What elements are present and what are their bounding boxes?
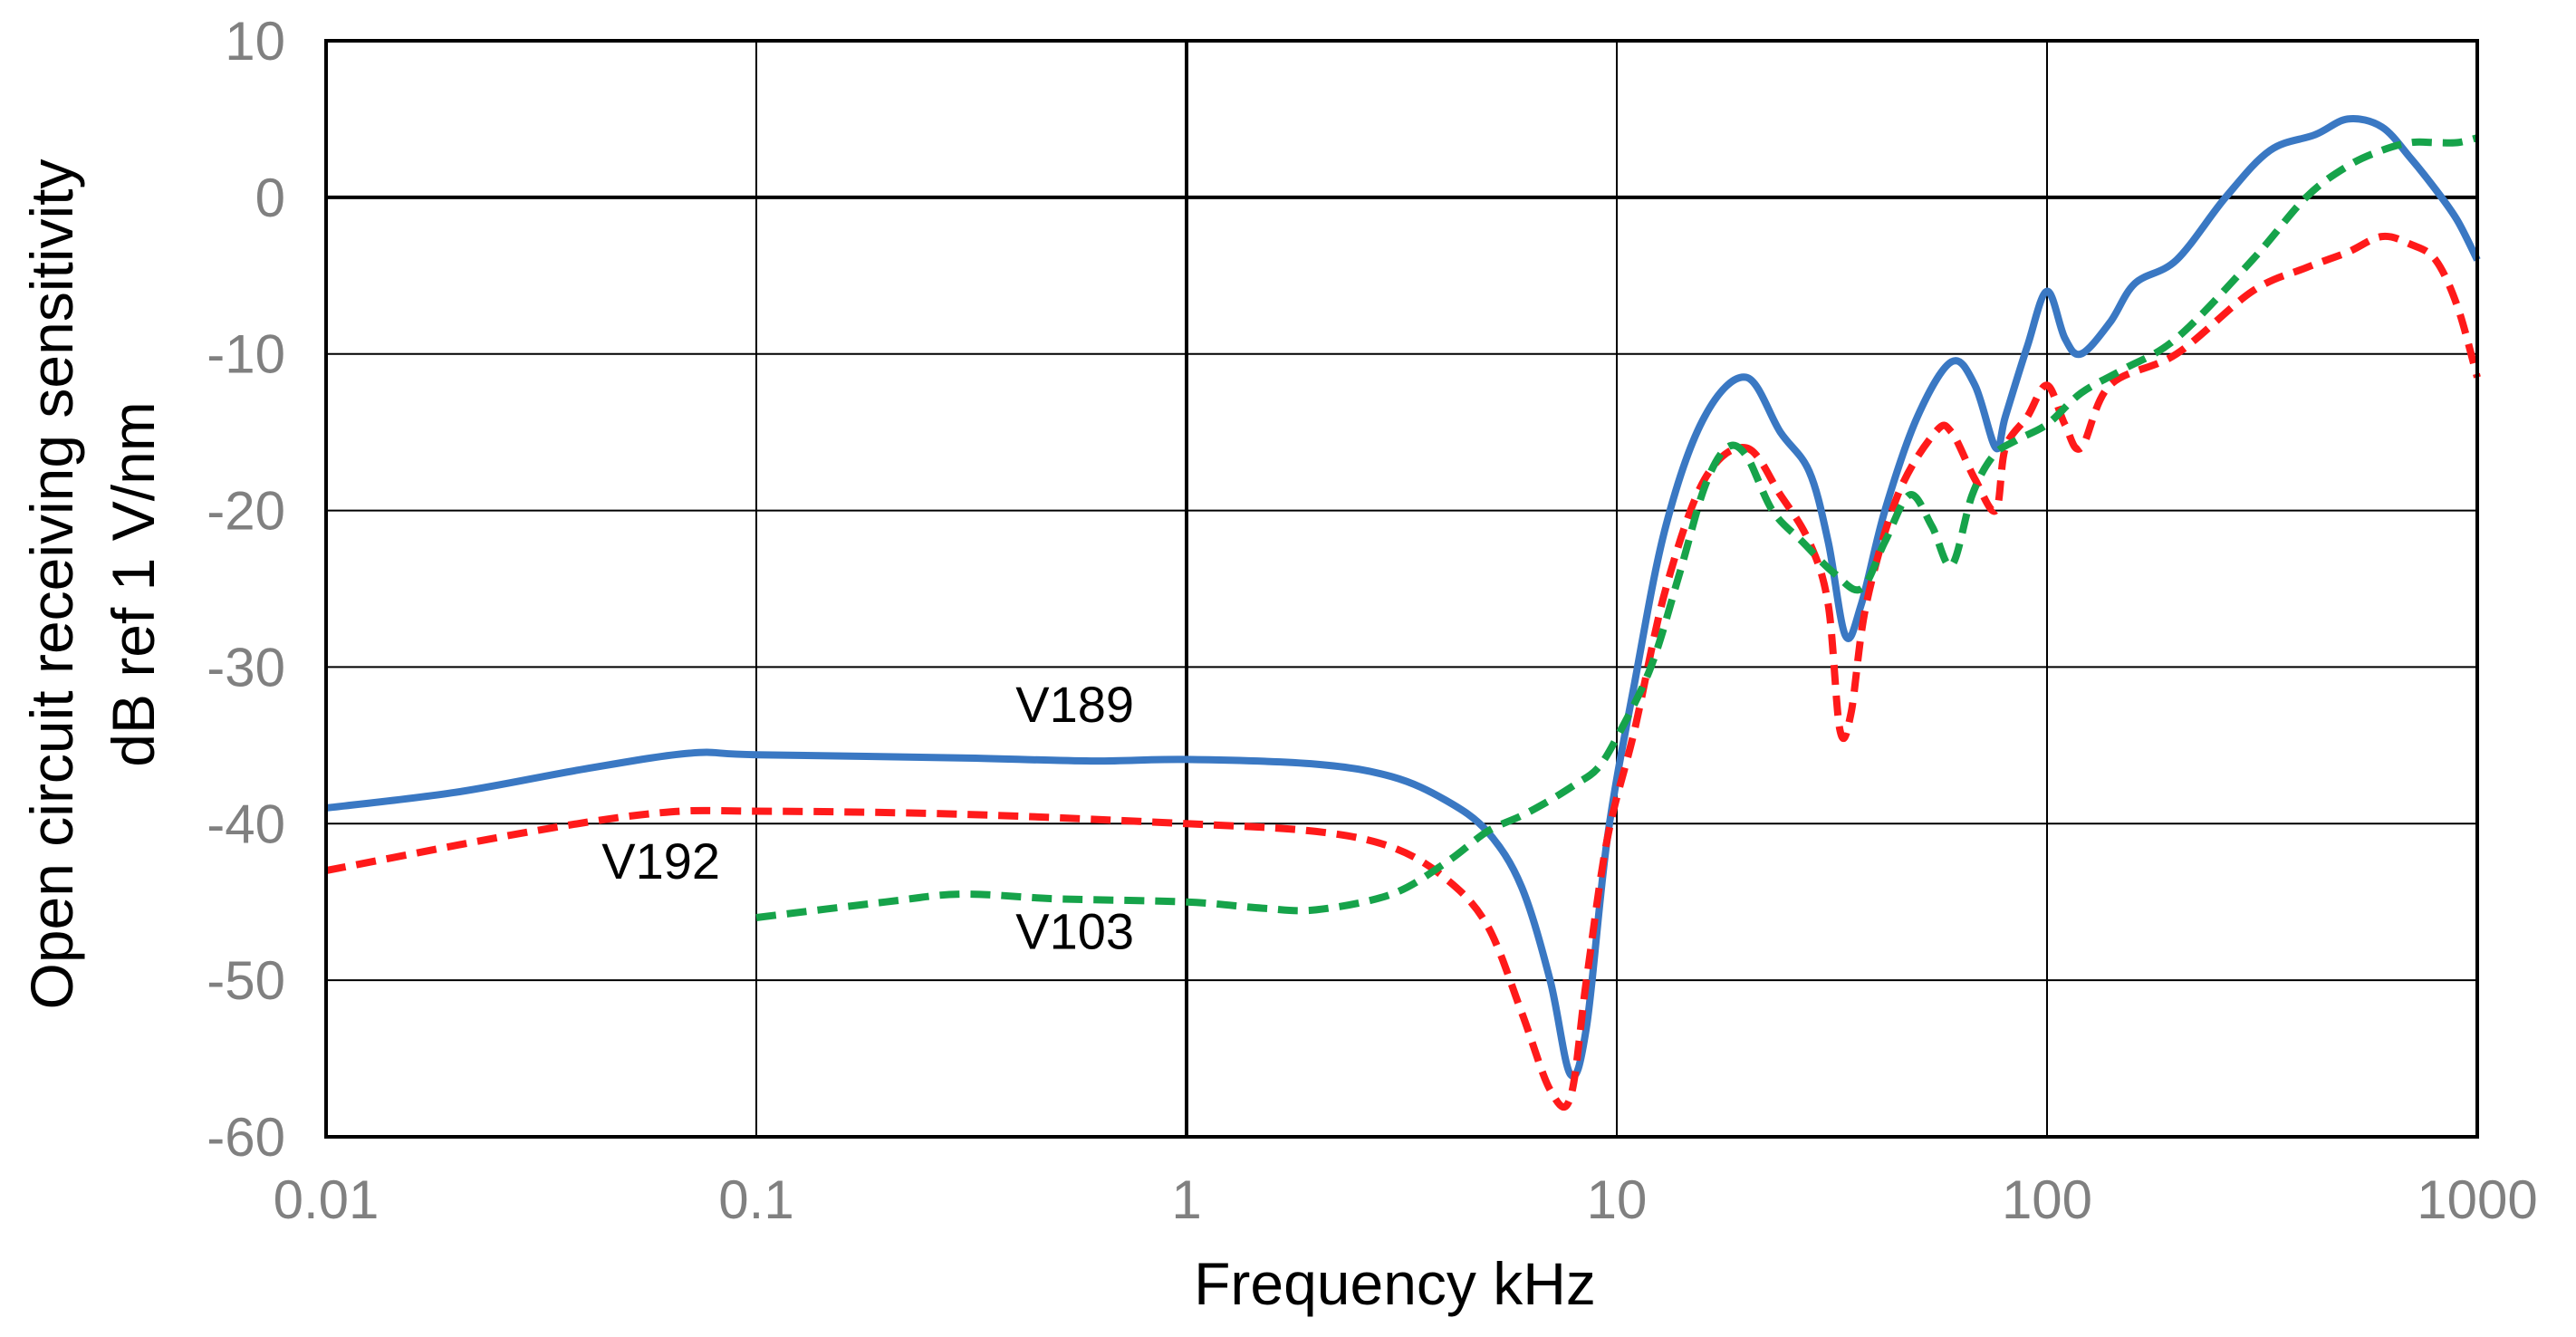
zero-lines — [326, 41, 2477, 1137]
x-tick-label: 0.1 — [718, 1169, 793, 1230]
plot-frame — [324, 39, 2479, 1139]
x-tick-label: 1 — [1171, 1169, 1201, 1230]
y-tick-label: -40 — [207, 794, 285, 854]
y-tick-label: -60 — [207, 1107, 285, 1168]
y-tick-label: -20 — [207, 481, 285, 542]
series-line-v189 — [325, 115, 2481, 1080]
y-axis-title-line-1: Open circuit receiving sensitivity — [18, 159, 85, 1009]
x-tick-label: 0.01 — [274, 1169, 380, 1230]
series-label-v192: V192 — [601, 832, 720, 890]
x-tick-label: 100 — [2002, 1169, 2092, 1230]
y-tick-label: -50 — [207, 950, 285, 1011]
series-label-v103: V103 — [1015, 903, 1134, 960]
y-tick-label: -10 — [207, 324, 285, 385]
y-tick-label: 10 — [225, 11, 285, 72]
plot-area-border — [324, 39, 2479, 1139]
y-axis-title-line-2: dB ref 1 V/nm — [100, 401, 167, 767]
series-line-v103 — [755, 134, 2478, 921]
series-lines — [325, 115, 2481, 1111]
series-line-v192 — [325, 232, 2481, 1111]
x-axis-title: Frequency kHz — [1194, 1250, 1596, 1317]
series-annotations: V189 V192 V103 — [601, 676, 1134, 960]
x-tick-label: 1000 — [2417, 1169, 2537, 1230]
series-label-v189: V189 — [1015, 676, 1134, 733]
y-tick-label: 0 — [255, 168, 285, 228]
grid — [326, 41, 2477, 1137]
y-tick-label: -30 — [207, 637, 285, 697]
x-tick-label: 10 — [1587, 1169, 1648, 1230]
